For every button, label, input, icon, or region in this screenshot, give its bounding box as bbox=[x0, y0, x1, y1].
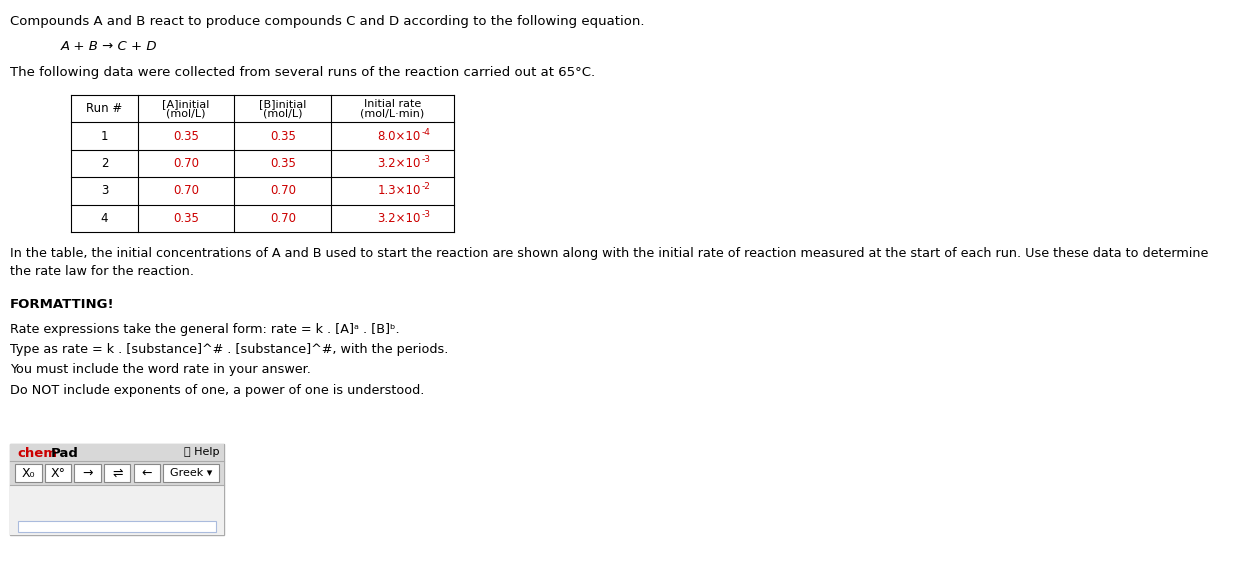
Text: 0.70: 0.70 bbox=[173, 184, 200, 197]
FancyBboxPatch shape bbox=[19, 521, 216, 532]
Text: -2: -2 bbox=[422, 182, 430, 191]
Text: -3: -3 bbox=[422, 155, 430, 164]
Text: ⓘ Help: ⓘ Help bbox=[183, 447, 220, 457]
Text: 0.35: 0.35 bbox=[270, 130, 296, 143]
Text: X°: X° bbox=[50, 467, 65, 480]
Text: 1: 1 bbox=[100, 130, 108, 143]
Text: ←: ← bbox=[142, 467, 152, 480]
Text: 3.2×10: 3.2×10 bbox=[378, 212, 420, 225]
Text: A + B → C + D: A + B → C + D bbox=[61, 40, 158, 53]
Text: -4: -4 bbox=[422, 127, 430, 137]
FancyBboxPatch shape bbox=[45, 464, 72, 483]
Text: Type as rate = k . [substance]^# . [substance]^#, with the periods.: Type as rate = k . [substance]^# . [subs… bbox=[10, 343, 448, 356]
Text: 0.35: 0.35 bbox=[173, 130, 200, 143]
Text: →: → bbox=[83, 467, 93, 480]
FancyBboxPatch shape bbox=[10, 485, 225, 535]
Text: -3: -3 bbox=[422, 210, 430, 218]
Text: 0.35: 0.35 bbox=[173, 212, 200, 225]
Text: 1.3×10: 1.3×10 bbox=[378, 184, 420, 197]
Text: Compounds A and B react to produce compounds C and D according to the following : Compounds A and B react to produce compo… bbox=[10, 15, 645, 28]
Text: ⇌: ⇌ bbox=[112, 467, 123, 480]
Text: The following data were collected from several runs of the reaction carried out : The following data were collected from s… bbox=[10, 66, 595, 79]
FancyBboxPatch shape bbox=[133, 464, 161, 483]
Text: Greek ▾: Greek ▾ bbox=[169, 468, 212, 478]
Text: (mol/L·min): (mol/L·min) bbox=[360, 109, 424, 119]
FancyBboxPatch shape bbox=[10, 444, 225, 461]
FancyBboxPatch shape bbox=[10, 444, 225, 535]
Text: Pad: Pad bbox=[51, 447, 79, 460]
Text: 4: 4 bbox=[100, 212, 108, 225]
Text: Run #: Run # bbox=[87, 102, 123, 115]
FancyBboxPatch shape bbox=[15, 464, 41, 483]
Text: 2: 2 bbox=[100, 157, 108, 170]
Text: (mol/L): (mol/L) bbox=[264, 109, 302, 119]
Text: Rate expressions take the general form: rate = k . [A]ᵃ . [B]ᵇ.: Rate expressions take the general form: … bbox=[10, 323, 400, 336]
Text: (mol/L): (mol/L) bbox=[167, 109, 206, 119]
Text: Initial rate: Initial rate bbox=[364, 99, 422, 109]
Text: FORMATTING!: FORMATTING! bbox=[10, 298, 114, 311]
FancyBboxPatch shape bbox=[74, 464, 100, 483]
Text: You must include the word rate in your answer.: You must include the word rate in your a… bbox=[10, 364, 311, 377]
Text: [A]initial: [A]initial bbox=[162, 99, 210, 109]
Text: [B]initial: [B]initial bbox=[260, 99, 306, 109]
Text: Do NOT include exponents of one, a power of one is understood.: Do NOT include exponents of one, a power… bbox=[10, 384, 424, 397]
Text: 3: 3 bbox=[100, 184, 108, 197]
Text: chem: chem bbox=[18, 447, 58, 460]
Text: 3.2×10: 3.2×10 bbox=[378, 157, 420, 170]
FancyBboxPatch shape bbox=[10, 461, 225, 485]
Text: 0.70: 0.70 bbox=[270, 212, 296, 225]
Text: 0.35: 0.35 bbox=[270, 157, 296, 170]
Text: 0.70: 0.70 bbox=[270, 184, 296, 197]
Text: In the table, the initial concentrations of A and B used to start the reaction a: In the table, the initial concentrations… bbox=[10, 246, 1209, 278]
Text: 8.0×10: 8.0×10 bbox=[378, 130, 420, 143]
Text: X₀: X₀ bbox=[21, 467, 35, 480]
FancyBboxPatch shape bbox=[104, 464, 131, 483]
Text: 0.70: 0.70 bbox=[173, 157, 200, 170]
FancyBboxPatch shape bbox=[163, 464, 220, 483]
